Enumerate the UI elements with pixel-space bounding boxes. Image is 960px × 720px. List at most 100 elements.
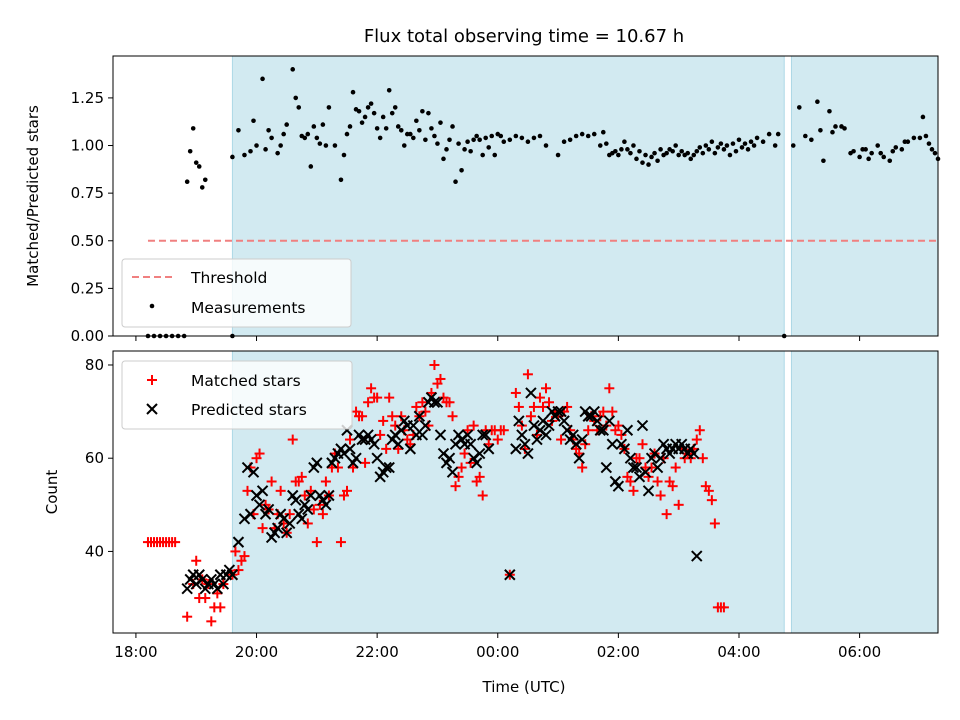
matched-star-marker — [363, 397, 374, 408]
predicted-star-marker — [344, 443, 356, 455]
predicted-star-marker — [483, 443, 495, 455]
measurement-point — [929, 147, 935, 152]
matched-star-marker — [296, 471, 307, 482]
predicted-star-marker — [320, 499, 332, 511]
measurement-point — [920, 114, 926, 120]
measurement-point — [468, 148, 473, 154]
measurement-point — [296, 105, 302, 110]
measurement-point — [875, 143, 880, 148]
matched-star-marker — [718, 602, 729, 613]
x-tick-label: 22:00 — [356, 643, 399, 661]
predicted-star-marker — [464, 438, 477, 450]
predicted-star-marker — [428, 396, 441, 408]
measurement-point — [718, 141, 724, 146]
measurement-point — [302, 135, 308, 141]
measurement-point — [745, 147, 751, 152]
measurement-point — [673, 143, 678, 148]
matched-star-marker — [637, 439, 648, 450]
predicted-star-marker — [642, 485, 655, 497]
measurement-point — [694, 148, 700, 154]
matched-star-marker — [607, 406, 618, 417]
matched-star-marker — [646, 462, 657, 473]
matched-star-marker — [604, 383, 615, 394]
measurement-point — [766, 131, 772, 137]
predicted-star-marker — [302, 503, 314, 516]
observing-window — [790, 55, 939, 337]
matched-star-marker — [317, 509, 328, 520]
measurement-point — [450, 124, 455, 129]
measurement-point — [459, 167, 464, 173]
measurement-point — [284, 122, 289, 127]
measurement-point — [314, 135, 320, 141]
measurement-point — [498, 133, 504, 139]
matched-star-marker — [341, 485, 352, 496]
matched-star-marker — [528, 401, 539, 412]
matched-star-marker — [435, 373, 446, 384]
measurement-point — [435, 141, 440, 146]
matched-star-marker — [673, 499, 684, 510]
predicted-star-marker — [296, 513, 308, 525]
measurement-point — [604, 141, 609, 146]
measurement-point — [525, 139, 531, 145]
predicted-star-marker — [597, 424, 610, 436]
legend-matched-marker — [147, 375, 157, 385]
bottom-y-axis-label: Count — [43, 470, 61, 515]
measurement-point — [408, 131, 413, 137]
matched-star-marker — [655, 490, 666, 501]
matched-star-marker — [257, 523, 268, 534]
top-legend: Threshold Measurements — [121, 258, 352, 328]
matched-star-marker — [516, 420, 527, 431]
measurement-point — [480, 152, 485, 158]
measurement-point — [748, 139, 754, 145]
top-y-axis-label: Matched/Predicted stars — [24, 105, 42, 287]
measurement-point — [775, 131, 781, 137]
measurement-point — [724, 143, 730, 148]
measurement-point — [700, 150, 706, 156]
measurement-point — [278, 143, 283, 148]
measurement-point — [477, 137, 482, 143]
measurement-point — [423, 137, 428, 143]
measurement-point — [356, 108, 362, 114]
y-tick-label: 80 — [85, 356, 104, 374]
measurement-point — [685, 150, 691, 156]
predicted-star-marker — [588, 405, 600, 418]
measurement-point — [311, 124, 317, 129]
measurement-point — [790, 143, 796, 148]
measurement-point — [187, 148, 193, 154]
measurement-point — [561, 139, 567, 145]
matched-star-marker — [474, 471, 485, 482]
matched-star-marker — [254, 448, 265, 459]
observing-window — [790, 350, 939, 634]
measurement-point — [878, 150, 884, 156]
measurement-point — [483, 135, 488, 141]
measurement-point — [344, 131, 350, 137]
matched-star-marker — [477, 490, 488, 501]
measurement-point — [628, 150, 633, 156]
predicted-star-marker — [244, 508, 257, 520]
measurement-point — [432, 133, 437, 139]
matched-star-marker — [357, 411, 368, 422]
matched-star-marker — [510, 387, 521, 398]
x-tick-label: 04:00 — [717, 643, 760, 661]
measurement-point — [323, 143, 329, 148]
matched-star-marker — [387, 411, 398, 422]
measurement-point — [622, 139, 627, 145]
measurement-point — [411, 135, 416, 141]
matched-star-marker — [447, 411, 458, 422]
measurement-point — [453, 179, 458, 185]
measurement-point — [293, 95, 299, 101]
predicted-star-marker — [543, 419, 555, 432]
matched-star-marker — [302, 518, 313, 529]
measurement-point — [236, 127, 241, 133]
y-tick-label: 0.25 — [71, 279, 104, 297]
measurement-point — [474, 133, 479, 139]
matched-star-marker — [429, 359, 440, 370]
measurement-point — [543, 143, 549, 148]
measurement-point — [796, 105, 802, 110]
matched-star-marker — [562, 401, 573, 412]
measurement-point — [184, 179, 190, 185]
predicted-star-marker — [624, 452, 637, 464]
matched-star-marker — [498, 425, 509, 436]
measurement-point — [444, 147, 449, 152]
matched-star-marker — [634, 453, 645, 464]
